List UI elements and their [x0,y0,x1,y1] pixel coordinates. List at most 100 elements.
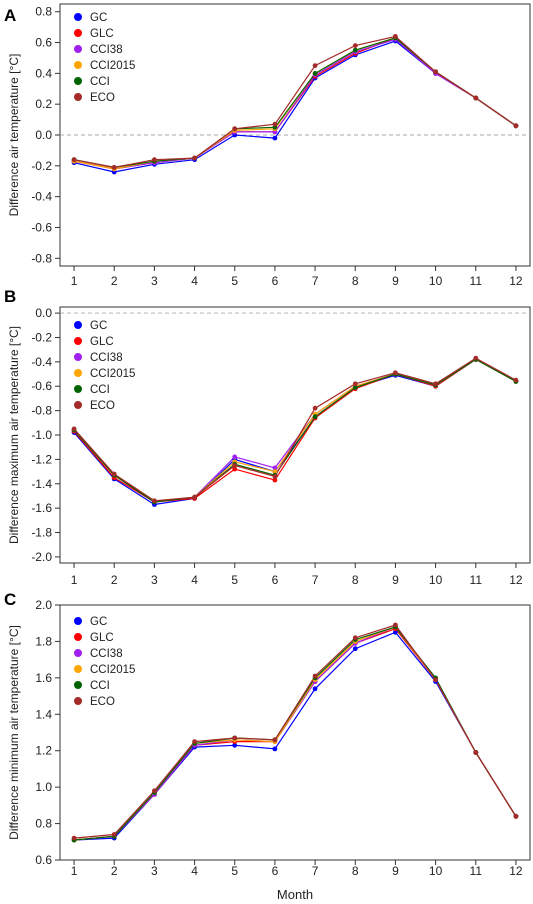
data-point-eco [433,677,438,683]
legend-label-eco: ECO [90,92,115,104]
x-tick-label: 5 [231,573,238,587]
data-point-eco [433,69,438,75]
data-point-eco [312,63,318,68]
x-tick-label: 11 [470,573,483,587]
legend-marker-cci38 [74,649,82,657]
y-tick-label: -0.2 [31,330,52,344]
data-point-eco [393,622,398,628]
y-tick-label: 1.0 [35,780,52,794]
data-point-eco [192,155,198,161]
x-tick-label: 11 [470,864,483,878]
x-tick-label: 12 [509,274,523,288]
legend-marker-cci38 [74,353,82,361]
legend-marker-cci2015 [74,665,82,673]
x-tick-label: 3 [151,274,158,288]
data-point-gc [393,629,398,635]
legend-label-cci: CCI [90,680,110,692]
x-tick-label: 8 [352,864,359,878]
x-tick-label: 5 [231,864,238,878]
data-point-eco [433,381,438,387]
data-point-gc [312,686,318,692]
y-tick-label: 1.8 [35,634,52,648]
panel-letter: A [4,6,16,25]
data-point-cci38 [232,454,238,460]
data-point-gc [272,135,278,141]
x-tick-label: 1 [71,274,78,288]
y-tick-label: -0.6 [31,379,52,393]
legend-marker-glc [74,337,82,345]
data-point-eco [71,426,77,432]
x-tick-label: 3 [151,573,158,587]
legend-label-cci2015: CCI2015 [90,664,135,676]
x-tick-label: 7 [312,573,319,587]
x-tick-label: 4 [191,864,198,878]
legend-marker-cci [74,681,82,689]
series-line-eco [73,357,517,502]
y-tick-label: -0.4 [31,190,52,204]
data-point-eco [473,355,479,361]
legend: GC GLC CCI38 CCI2015 CCI ECO [74,320,135,412]
x-tick-label: 2 [111,573,118,587]
legend-marker-gc [74,321,82,329]
legend-marker-glc [74,29,82,37]
y-tick-label: -1.4 [31,477,52,491]
series-line-cci [74,626,517,841]
y-tick-label: -0.2 [31,159,52,173]
legend-label-cci38: CCI38 [90,44,123,56]
legend-marker-gc [74,13,82,21]
data-point-eco [473,95,479,101]
legend: GC GLC CCI38 CCI2015 CCI ECO [74,12,135,104]
data-point-eco [272,737,278,743]
x-tick-label: 9 [392,274,399,288]
x-tick-label: 1 [71,573,78,587]
legend-label-gc: GC [90,616,107,628]
data-point-eco [232,463,238,468]
x-tick-label: 6 [272,274,279,288]
legend-label-cci: CCI [90,76,110,88]
y-tick-label: 0.2 [35,97,52,111]
legend-label-glc: GLC [90,28,114,40]
series-line-cci38 [73,38,517,170]
panel-letter: B [4,287,16,306]
data-point-eco [352,43,358,48]
x-tick-label: 8 [352,274,359,288]
data-point-eco [272,474,278,479]
y-tick-label: 1.6 [35,671,52,685]
data-point-eco [352,635,358,641]
x-tick-label: 8 [352,573,359,587]
series-line-cci [73,358,517,503]
y-tick-label: 1.2 [35,744,52,758]
data-point-eco [513,813,519,819]
data-point-eco [152,498,157,504]
series-line-gc [73,40,517,173]
data-point-eco [152,788,157,794]
y-tick-label: -2.0 [31,550,52,564]
data-point-cci [352,47,358,53]
data-point-cci [352,385,358,390]
x-tick-label: 7 [312,274,319,288]
x-tick-label: 12 [509,573,523,587]
legend-marker-gc [74,617,82,625]
y-tick-label: -0.8 [31,404,52,418]
x-tick-label: 9 [392,864,399,878]
x-axis-title: Month [277,887,313,902]
data-point-gc [352,646,358,652]
data-point-eco [192,494,198,500]
data-point-eco [272,121,278,127]
y-tick-label: -1.2 [31,452,52,466]
legend-marker-cci2015 [74,61,82,69]
x-tick-label: 4 [191,274,198,288]
y-tick-label: 0.8 [35,817,52,831]
y-tick-label: 0.0 [35,128,52,142]
series-line-eco [74,624,517,839]
panel-letter: C [4,590,16,609]
data-point-eco [111,165,117,170]
y-tick-label: 0.4 [35,66,52,80]
y-tick-label: 0.0 [35,306,52,320]
data-point-eco [513,377,519,383]
data-point-eco [232,126,238,132]
data-point-eco [513,123,519,129]
series-line-eco [73,35,517,169]
x-tick-label: 2 [111,864,118,878]
legend-marker-eco [74,401,82,409]
